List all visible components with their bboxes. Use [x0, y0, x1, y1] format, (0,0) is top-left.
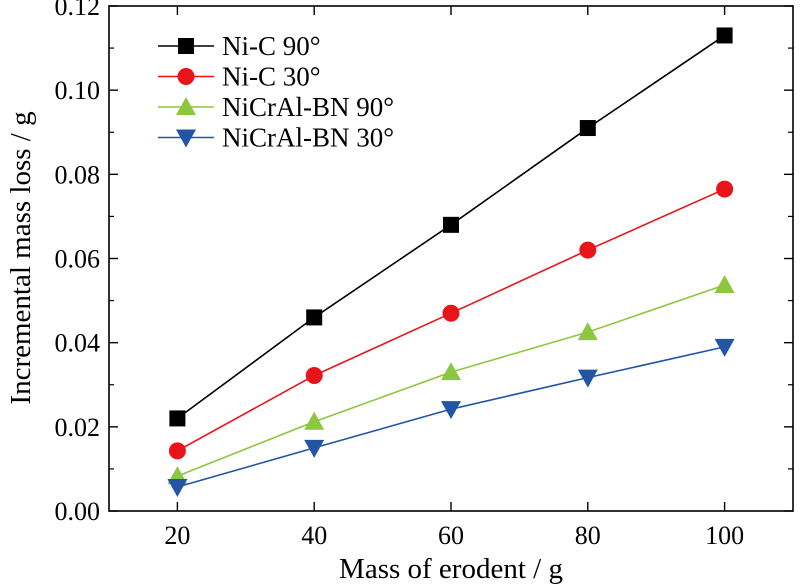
data-point: [304, 439, 325, 458]
y-tick-label: 0.06: [55, 245, 101, 274]
data-point: [716, 27, 733, 44]
data-point: [577, 369, 598, 388]
x-tick-label: 40: [301, 521, 327, 550]
data-point: [169, 410, 186, 427]
legend-label: NiCrAl-BN 90°: [222, 92, 394, 122]
legend-marker: [177, 68, 195, 85]
series-1: [168, 180, 734, 460]
data-point: [441, 362, 461, 381]
x-tick-label: 100: [705, 521, 744, 550]
y-tick-label: 0.02: [55, 413, 101, 442]
y-tick-label: 0.04: [55, 329, 101, 358]
legend: Ni-C 90°Ni-C 30°NiCrAl-BN 90°NiCrAl-BN 3…: [158, 31, 394, 153]
x-axis-label: Mass of erodent / g: [339, 553, 563, 585]
legend-marker: [176, 97, 196, 115]
x-tick-label: 20: [164, 521, 190, 550]
data-point: [579, 120, 596, 137]
data-point: [714, 275, 735, 294]
legend-item: Ni-C 90°: [158, 31, 321, 61]
data-point: [714, 338, 735, 357]
legend-label: Ni-C 90°: [222, 31, 321, 61]
series-0: [169, 27, 733, 427]
legend-label: NiCrAl-BN 30°: [222, 123, 394, 153]
data-point: [306, 309, 323, 326]
legend-label: Ni-C 30°: [222, 62, 321, 92]
series-3: [167, 338, 735, 498]
axis-ticks: [109, 5, 793, 512]
data-point: [167, 479, 188, 498]
legend-item: NiCrAl-BN 30°: [158, 123, 394, 153]
data-point: [441, 401, 461, 420]
legend-marker: [178, 38, 194, 54]
x-tick-label: 80: [575, 521, 601, 550]
y-tick-label: 0.08: [55, 160, 101, 189]
legend-item: NiCrAl-BN 90°: [158, 92, 394, 122]
data-point: [168, 442, 186, 460]
data-point: [577, 322, 598, 341]
axis-tick-labels: 20 40 60 80 100 0.00 0.02 0.04 0.06 0.08 0.10 0.12: [55, 0, 745, 550]
plot-frame: [108, 5, 794, 512]
data-point: [716, 180, 734, 198]
data-point: [304, 411, 325, 430]
data-point: [305, 366, 323, 384]
y-tick-label: 0.00: [55, 497, 101, 526]
series-group: [167, 27, 735, 498]
legend-marker: [176, 129, 196, 148]
data-point: [443, 216, 459, 233]
data-point: [579, 241, 597, 259]
y-tick-label: 0.12: [55, 0, 101, 21]
y-axis-label: Incremental mass loss / g: [5, 111, 37, 404]
data-point: [442, 304, 460, 322]
y-tick-label: 0.10: [55, 76, 101, 105]
x-tick-label: 60: [438, 521, 464, 550]
legend-item: Ni-C 30°: [158, 62, 321, 92]
